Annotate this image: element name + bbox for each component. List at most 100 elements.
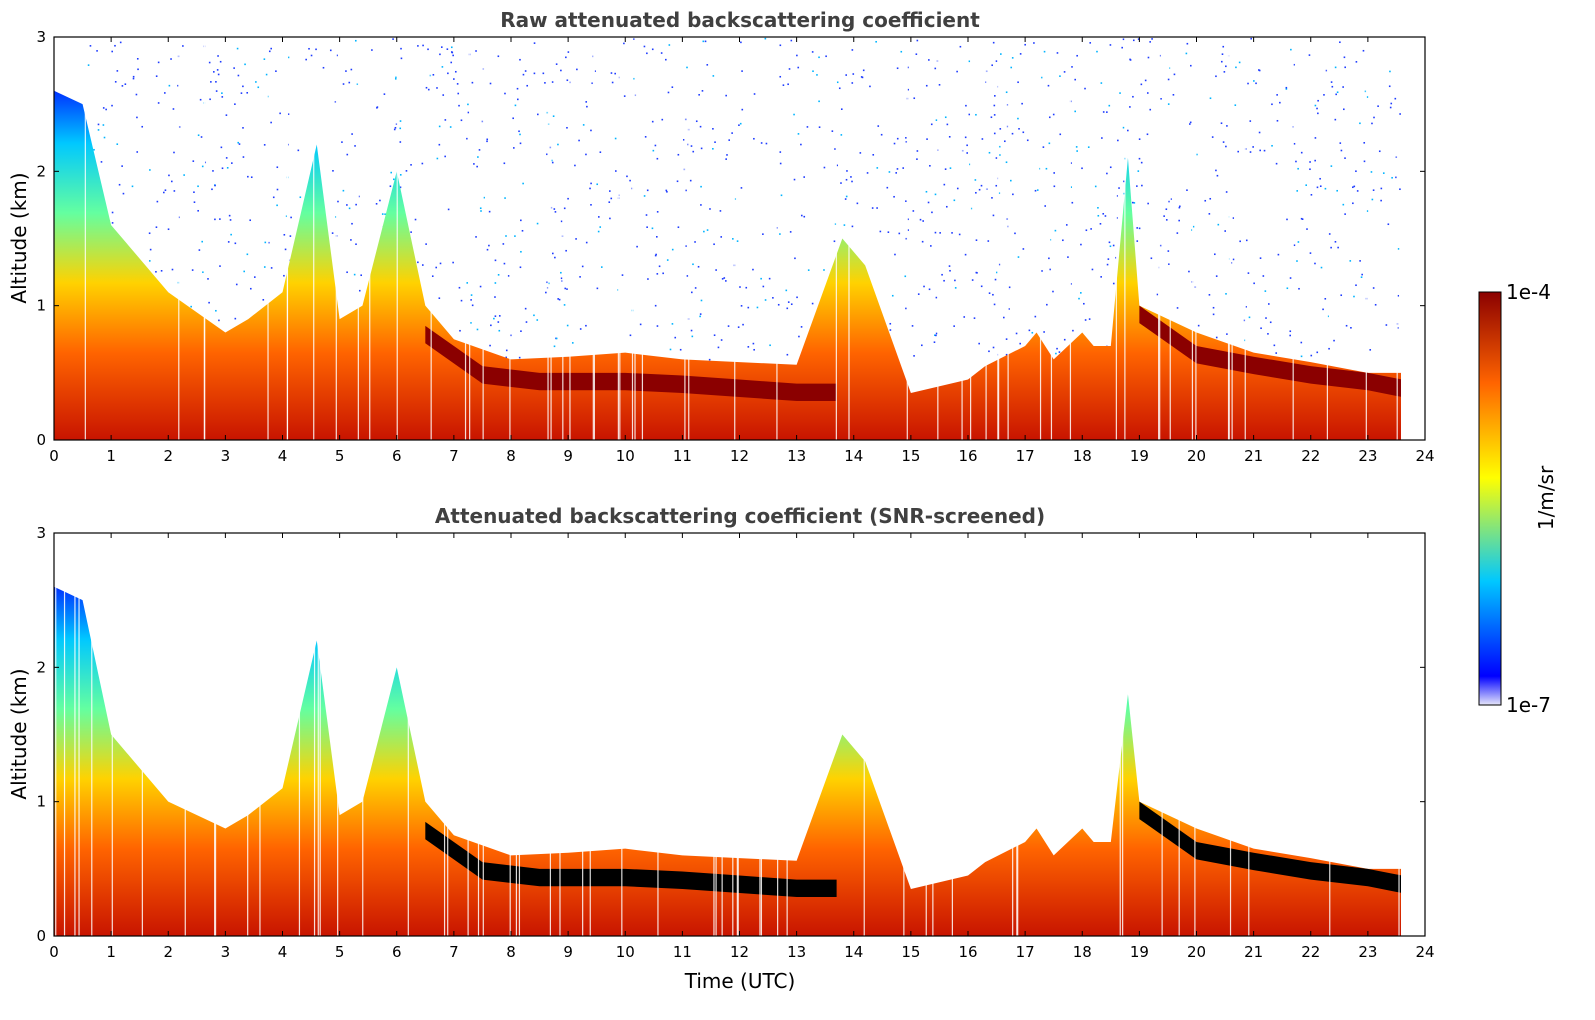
noise-pixel [563,304,566,306]
noise-pixel [450,61,453,64]
noise-pixel [1342,86,1344,88]
noise-pixel [547,282,550,285]
noise-pixel [576,68,578,71]
noise-pixel [354,39,357,42]
x-tick-label: 17 [1016,447,1035,465]
noise-pixel [964,253,967,256]
noise-pixel [1373,116,1375,119]
noise-pixel [895,172,898,174]
gap-streak [1158,37,1160,440]
noise-pixel [263,266,266,268]
noise-pixel [728,139,731,141]
noise-pixel [1297,167,1299,170]
noise-pixel [1140,161,1143,164]
noise-pixel [793,178,796,181]
noise-pixel [764,37,767,40]
noise-pixel [1330,165,1333,167]
noise-pixel [553,345,556,348]
noise-pixel [944,168,947,170]
gap-streak [184,533,186,936]
noise-pixel [190,305,192,308]
gap-streak [1169,37,1171,440]
gap-streak [443,533,446,936]
noise-pixel [1167,103,1170,105]
noise-pixel [712,147,714,150]
noise-pixel [862,69,865,72]
noise-pixel [218,319,220,322]
noise-pixel [297,149,300,152]
noise-pixel [1075,146,1078,148]
noise-pixel [1253,282,1255,285]
noise-pixel [690,145,693,147]
noise-pixel [566,288,568,290]
noise-pixel [1359,260,1361,262]
noise-pixel [229,219,232,221]
noise-pixel [542,72,545,75]
noise-pixel [456,83,459,85]
noise-pixel [655,253,657,256]
noise-pixel [938,84,941,86]
noise-pixel [467,111,470,114]
noise-pixel [1317,99,1319,102]
noise-pixel [1107,258,1110,260]
noise-pixel [263,144,266,146]
noise-pixel [1045,167,1048,170]
noise-pixel [425,86,428,89]
noise-pixel [907,218,909,221]
noise-pixel [992,293,994,296]
noise-pixel [315,48,317,51]
noise-pixel [351,133,353,135]
noise-pixel [840,134,843,136]
noise-pixel [436,157,439,160]
noise-pixel [1190,64,1192,67]
noise-pixel [610,197,613,200]
noise-pixel [503,162,506,165]
noise-pixel [1186,42,1189,45]
gap-streak [776,37,778,440]
noise-pixel [486,138,489,141]
noise-pixel [1085,229,1088,232]
noise-pixel [706,229,709,231]
noise-pixel [285,215,288,218]
noise-pixel [1173,73,1176,76]
noise-pixel [342,83,345,85]
noise-pixel [685,245,687,247]
noise-pixel [432,73,435,76]
noise-pixel [375,203,378,205]
noise-pixel [856,202,859,205]
noise-pixel [1366,210,1369,212]
gap-streak [737,533,739,936]
noise-pixel [732,238,734,240]
gap-streak [1178,533,1180,936]
noise-pixel [1309,168,1311,171]
noise-pixel [788,68,791,70]
gap-streak [641,37,644,440]
noise-pixel [221,92,223,94]
noise-pixel [934,67,937,70]
noise-pixel [896,137,899,140]
noise-pixel [626,175,628,178]
noise-pixel [354,145,356,147]
noise-pixel [1290,48,1292,51]
noise-pixel [1232,258,1235,261]
noise-pixel [1276,94,1278,96]
noise-pixel [1377,105,1379,107]
noise-pixel [629,179,631,182]
noise-pixel [200,136,203,138]
noise-pixel [1131,201,1134,204]
noise-pixel [219,60,222,63]
noise-pixel [779,44,782,47]
noise-pixel [1097,214,1100,217]
noise-pixel [546,281,548,284]
noise-pixel [891,294,894,297]
noise-pixel [171,268,174,271]
noise-pixel [299,196,302,199]
noise-pixel [346,204,348,206]
noise-pixel [796,54,798,57]
noise-pixel [941,273,943,276]
noise-pixel [926,138,928,140]
colorbar-max-label: 1e-4 [1506,280,1551,304]
noise-pixel [1048,257,1050,260]
noise-pixel [769,344,771,347]
gap-streak [657,533,659,936]
